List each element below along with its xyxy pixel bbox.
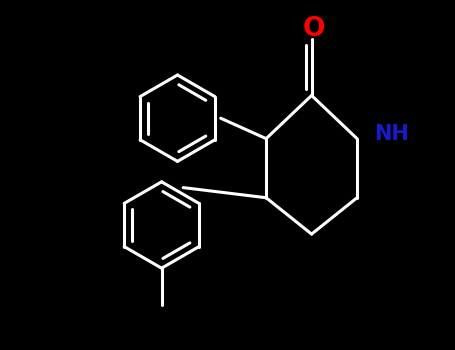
Text: NH: NH [374,124,409,144]
Text: O: O [303,16,325,42]
